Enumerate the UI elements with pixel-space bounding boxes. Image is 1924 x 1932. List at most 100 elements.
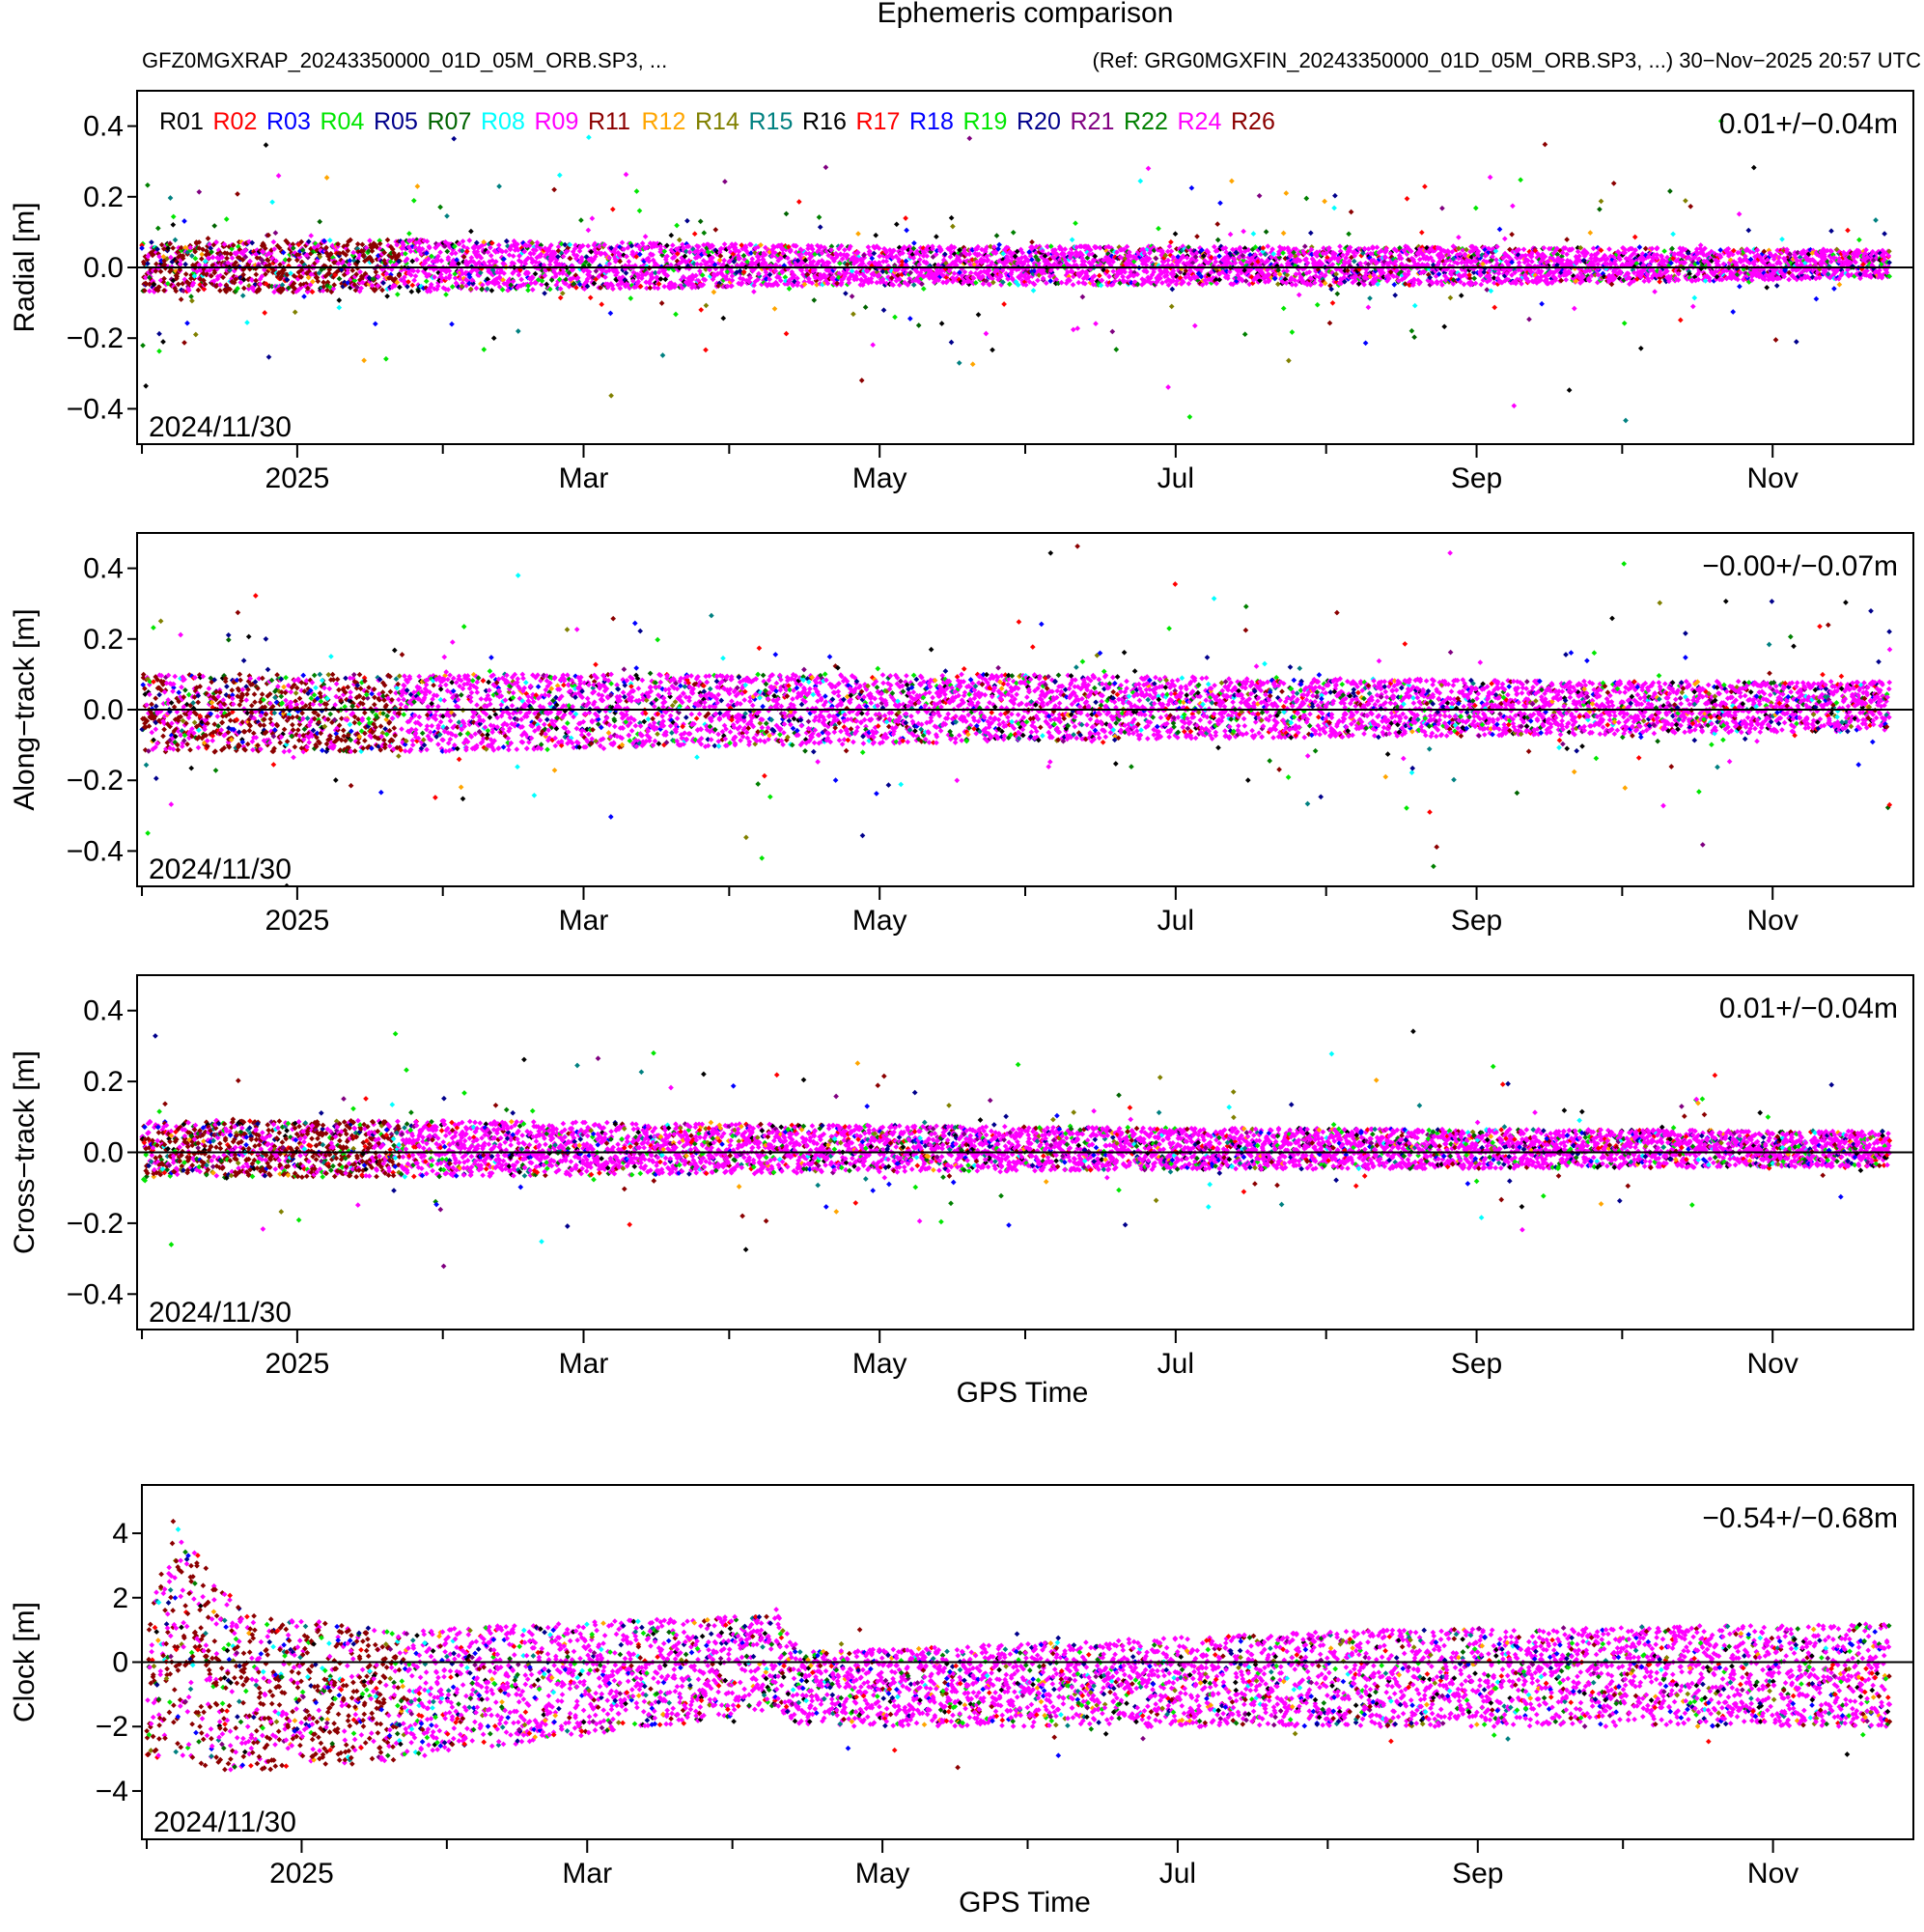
radial-point (192, 255, 199, 262)
radial-point (187, 275, 194, 282)
legend-item-r22: R22 (1124, 108, 1168, 135)
radial-point (271, 289, 277, 295)
radial-point (156, 253, 162, 260)
radial-point (327, 250, 334, 257)
radial-point (213, 239, 219, 245)
radial-point (153, 261, 159, 267)
radial-point (323, 175, 330, 181)
radial-point (156, 284, 162, 291)
radial-point (207, 241, 213, 247)
radial-point (172, 237, 179, 243)
chart-title: Ephemeris comparison (878, 0, 1174, 29)
radial-point (307, 282, 314, 288)
legend-item-r03: R03 (266, 108, 311, 135)
radial-point (266, 262, 272, 268)
radial-point (308, 233, 315, 238)
radial-point (206, 255, 211, 262)
radial-point (170, 221, 177, 228)
radial-point (298, 274, 304, 280)
radial-point (240, 271, 246, 278)
radial-point (168, 266, 175, 273)
radial-point (198, 256, 205, 262)
radial-point (263, 271, 268, 277)
radial-point (157, 268, 164, 275)
radial-point (188, 294, 194, 299)
radial-scatter (139, 118, 1893, 424)
radial-point (141, 261, 148, 267)
radial-point (305, 274, 312, 281)
radial-point (147, 288, 153, 294)
radial-point (239, 257, 246, 263)
radial-point (240, 285, 247, 292)
radial-point (196, 239, 203, 245)
radial-point (165, 280, 171, 287)
radial-point (220, 274, 226, 281)
legend-item-r12: R12 (642, 108, 686, 135)
radial-point (240, 276, 247, 283)
radial-point (263, 142, 269, 149)
radial-point (316, 269, 322, 276)
radial-point (244, 320, 250, 325)
radial-point (143, 382, 149, 389)
radial-point (284, 276, 291, 283)
chart-subtitle-right: (Ref: GRG0MGXFIN_20243350000_01D_05M_ORB… (1093, 48, 1922, 72)
radial-point (224, 250, 231, 257)
radial-point (292, 309, 298, 316)
radial-point (191, 273, 198, 279)
radial-point (275, 173, 282, 179)
radial-point (248, 276, 255, 283)
radial-point (217, 288, 223, 294)
radial-point (280, 286, 287, 293)
radial-point (154, 246, 160, 252)
radial-point (321, 238, 327, 244)
radial-point (170, 213, 177, 220)
radial-point (331, 282, 338, 288)
radial-point (288, 270, 293, 276)
radial-point (270, 238, 277, 245)
legend-item-r07: R07 (428, 108, 472, 135)
radial-point (227, 286, 234, 293)
legend-item-r16: R16 (802, 108, 847, 135)
radial-point (252, 281, 259, 288)
radial-point (228, 251, 234, 257)
radial-point (317, 254, 323, 260)
legend-item-r04: R04 (321, 108, 365, 135)
radial-point (282, 257, 289, 263)
radial-point (276, 244, 283, 251)
radial-point (295, 241, 302, 248)
radial-point (154, 225, 161, 232)
legend-item-r11: R11 (588, 108, 630, 135)
radial-point (170, 245, 177, 251)
radial-point (188, 253, 195, 259)
radial-point (253, 277, 259, 284)
chart-subtitle-left: GFZ0MGXRAP_20243350000_01D_05M_ORB.SP3, … (142, 48, 667, 72)
radial-point (202, 258, 209, 265)
radial-point (211, 223, 218, 229)
radial-point (223, 216, 230, 222)
radial-point (189, 297, 195, 304)
radial-point (178, 296, 184, 302)
radial-point (153, 267, 159, 274)
radial-point (301, 294, 307, 299)
radial-point (151, 281, 157, 288)
radial-point (173, 288, 180, 294)
radial-point (315, 242, 321, 249)
radial-point (160, 339, 166, 345)
radial-point (209, 272, 214, 279)
radial-point (298, 238, 305, 245)
radial-point (161, 288, 167, 294)
radial-point (259, 273, 265, 280)
radial-point (225, 260, 232, 266)
radial-point (280, 249, 287, 256)
radial-point (181, 288, 186, 294)
radial-point (269, 199, 275, 206)
radial-point (314, 274, 321, 281)
radial-point (219, 254, 226, 261)
radial-point (205, 236, 211, 241)
radial-point (149, 239, 154, 245)
radial-point (156, 348, 162, 354)
radial-point (268, 283, 275, 290)
radial-point (285, 285, 292, 292)
legend-item-r24: R24 (1178, 108, 1222, 135)
